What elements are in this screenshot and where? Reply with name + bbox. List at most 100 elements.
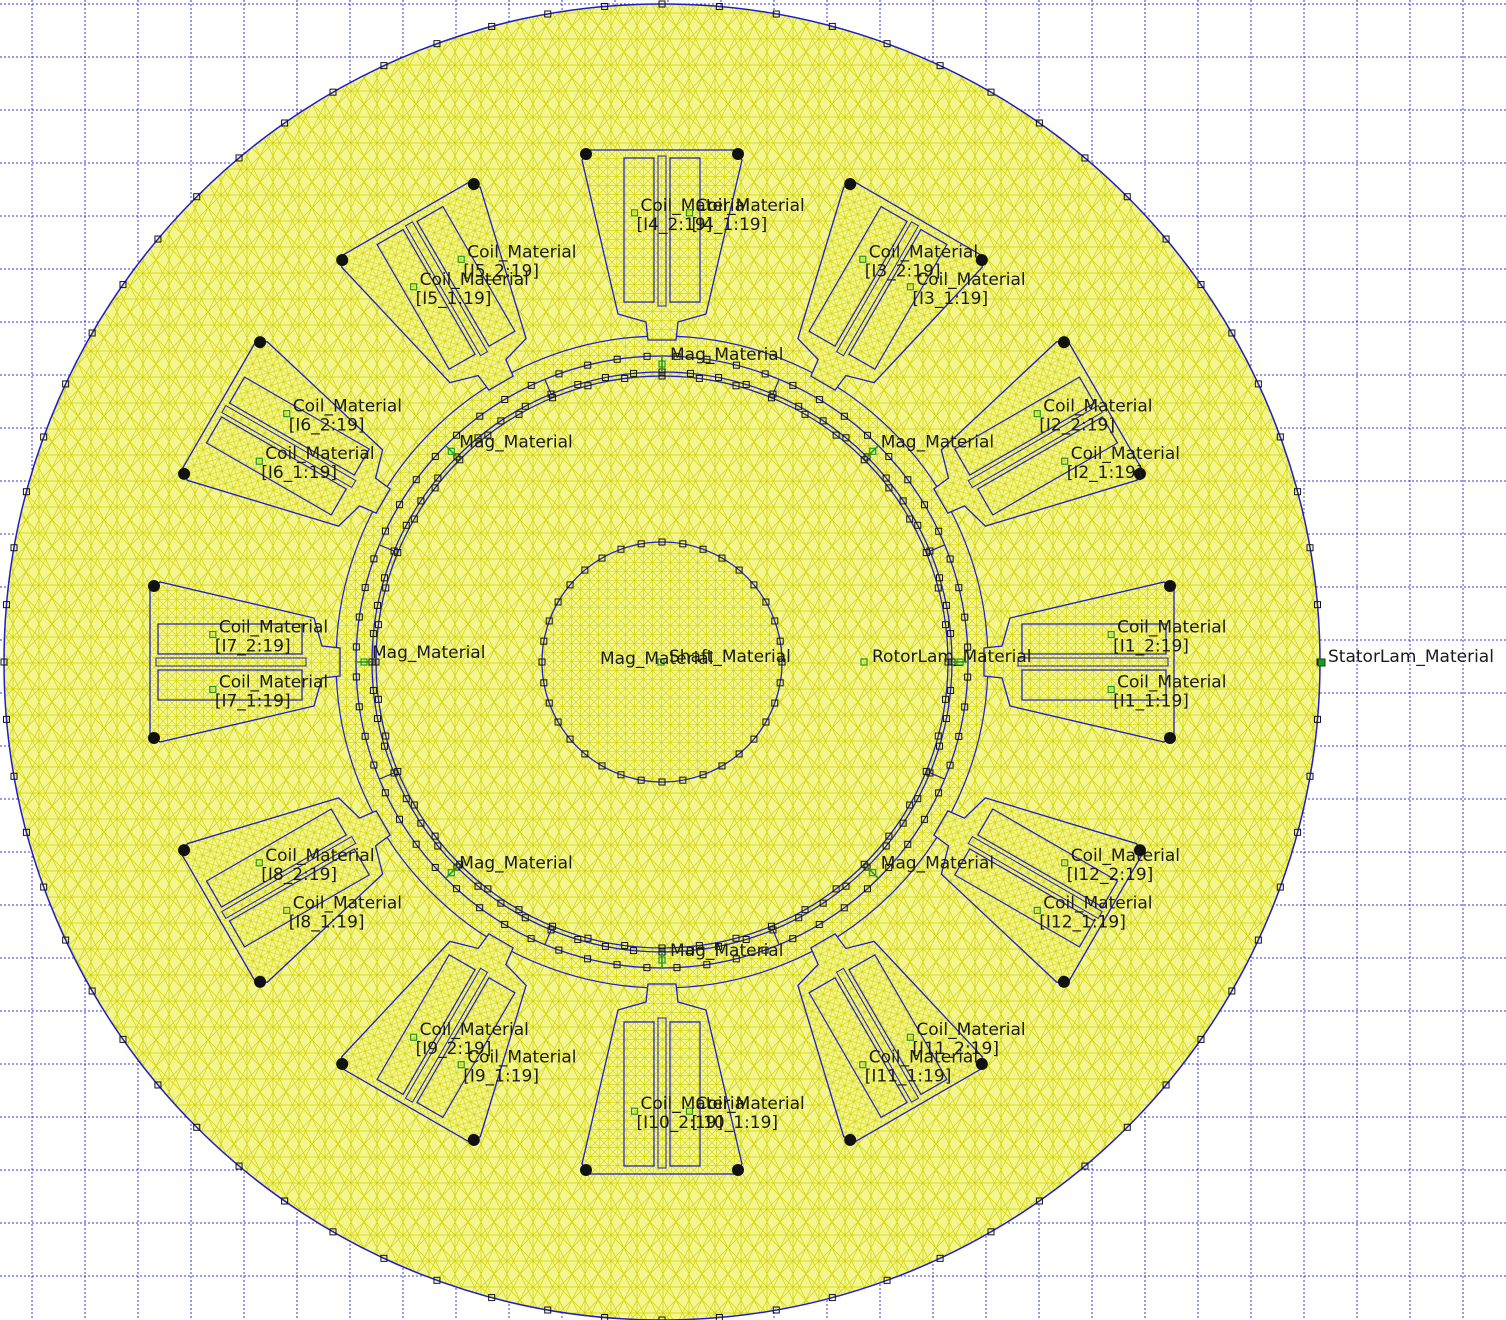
label-marker[interactable] [956, 658, 964, 666]
geometry-node[interactable] [771, 699, 779, 707]
geometry-node[interactable] [1313, 715, 1321, 723]
geometry-node[interactable] [1306, 772, 1314, 780]
geometry-node[interactable] [1081, 1162, 1089, 1170]
coil-side-a[interactable] [205, 416, 348, 516]
geometry-node[interactable] [882, 474, 890, 482]
geometry-node[interactable] [527, 381, 535, 389]
stator-slot[interactable] [900, 752, 1148, 990]
label-marker[interactable] [1061, 457, 1069, 465]
geometry-node[interactable] [62, 936, 70, 944]
geometry-node[interactable] [369, 630, 377, 638]
geometry-node[interactable] [501, 396, 509, 404]
coil-label[interactable]: Coil_Material[I12_2:19] [1061, 846, 1180, 885]
geometry-node[interactable] [776, 679, 784, 687]
geometry-node[interactable] [617, 771, 625, 779]
geometry-node[interactable] [621, 374, 629, 382]
geometry-node[interactable] [62, 380, 70, 388]
geometry-node[interactable] [361, 732, 369, 740]
stator-slot[interactable] [580, 148, 744, 341]
geometry-node[interactable] [355, 613, 363, 621]
slot-separator[interactable] [404, 221, 489, 357]
geometry-node[interactable] [935, 527, 943, 535]
geometry-node[interactable] [521, 402, 529, 410]
geometry-node[interactable] [545, 617, 553, 625]
stator-slot[interactable] [176, 752, 424, 990]
geometry-node[interactable] [380, 742, 388, 750]
geometry-node[interactable] [329, 88, 337, 96]
coil-side-a[interactable] [1021, 623, 1167, 655]
label-marker[interactable] [859, 1061, 867, 1069]
geometry-node[interactable] [703, 355, 711, 363]
geometry-node[interactable] [355, 703, 363, 711]
geometry-node[interactable] [329, 1228, 337, 1236]
geometry-node[interactable] [964, 643, 972, 651]
geometry-node[interactable] [926, 547, 934, 555]
geometry-node[interactable] [412, 476, 420, 484]
geometry-node[interactable] [863, 885, 871, 893]
geometry-node[interactable] [885, 453, 893, 461]
geometry-node[interactable] [769, 390, 777, 398]
geometry-node[interactable] [864, 431, 872, 439]
geometry-node[interactable] [488, 1294, 496, 1302]
geometry-node[interactable] [899, 819, 907, 827]
geometry-node[interactable] [617, 545, 625, 553]
stator-slot[interactable] [176, 334, 424, 572]
geometry-node[interactable] [964, 673, 972, 681]
coil-side-b[interactable] [848, 228, 948, 371]
geometry-node[interactable] [154, 1081, 162, 1089]
geometry-node[interactable] [936, 574, 944, 582]
geometry-node[interactable] [776, 637, 784, 645]
geometry-node[interactable] [658, 944, 666, 952]
geometry-node[interactable] [946, 555, 954, 563]
geometry-node[interactable] [381, 527, 389, 535]
geometry-node[interactable] [819, 899, 827, 907]
coil-label[interactable]: Coil_Material[I5_2:19] [457, 242, 576, 281]
stator-slot[interactable] [983, 580, 1176, 744]
label-marker[interactable] [859, 255, 867, 263]
geometry-node[interactable] [904, 840, 912, 848]
magnet-label[interactable]: Mag_Material [866, 432, 994, 458]
geometry-node[interactable] [699, 545, 707, 553]
geometry-node[interactable] [154, 235, 162, 243]
coil-side-a[interactable] [848, 953, 948, 1096]
geometry-node[interactable] [828, 1294, 836, 1302]
geometry-node[interactable] [1123, 193, 1131, 201]
coil-side-b[interactable] [228, 376, 371, 476]
coil-side-a[interactable] [953, 376, 1096, 476]
geometry-node[interactable] [860, 860, 868, 868]
geometry-node[interactable] [1306, 544, 1314, 552]
geometry-node[interactable] [281, 119, 289, 127]
geometry-node[interactable] [637, 540, 645, 548]
geometry-node[interactable] [484, 885, 492, 893]
geometry-node[interactable] [795, 402, 803, 410]
geometry-node[interactable] [402, 795, 410, 803]
coil-side-a[interactable] [623, 157, 655, 303]
geometry-node[interactable] [920, 815, 928, 823]
geometry-node[interactable] [961, 703, 969, 711]
geometry-node[interactable] [88, 329, 96, 337]
geometry-node[interactable] [584, 955, 592, 963]
geometry-node[interactable] [547, 390, 555, 398]
geometry-node[interactable] [453, 431, 461, 439]
geometry-node[interactable] [922, 767, 930, 775]
geometry-node[interactable] [815, 396, 823, 404]
geometry-node[interactable] [1276, 433, 1284, 441]
geometry-node[interactable] [772, 1306, 780, 1314]
coil-side-b[interactable] [376, 953, 476, 1096]
geometry-node[interactable] [40, 883, 48, 891]
geometry-node[interactable] [554, 718, 562, 726]
geometry-node[interactable] [374, 695, 382, 703]
slot-separator[interactable] [657, 1017, 667, 1169]
coil-label[interactable]: Coil_Material[I12_1:19] [1033, 893, 1153, 932]
geometry-node[interactable] [374, 715, 382, 723]
geometry-node[interactable] [961, 613, 969, 621]
geometry-node[interactable] [621, 942, 629, 950]
geometry-node[interactable] [394, 549, 402, 557]
geometry-node[interactable] [922, 549, 930, 557]
geometry-node[interactable] [1162, 1081, 1170, 1089]
geometry-node[interactable] [382, 732, 390, 740]
geometry-node[interactable] [658, 372, 666, 380]
stator-slot[interactable] [752, 176, 990, 424]
geometry-node[interactable] [673, 964, 681, 972]
geometry-node[interactable] [434, 474, 442, 482]
